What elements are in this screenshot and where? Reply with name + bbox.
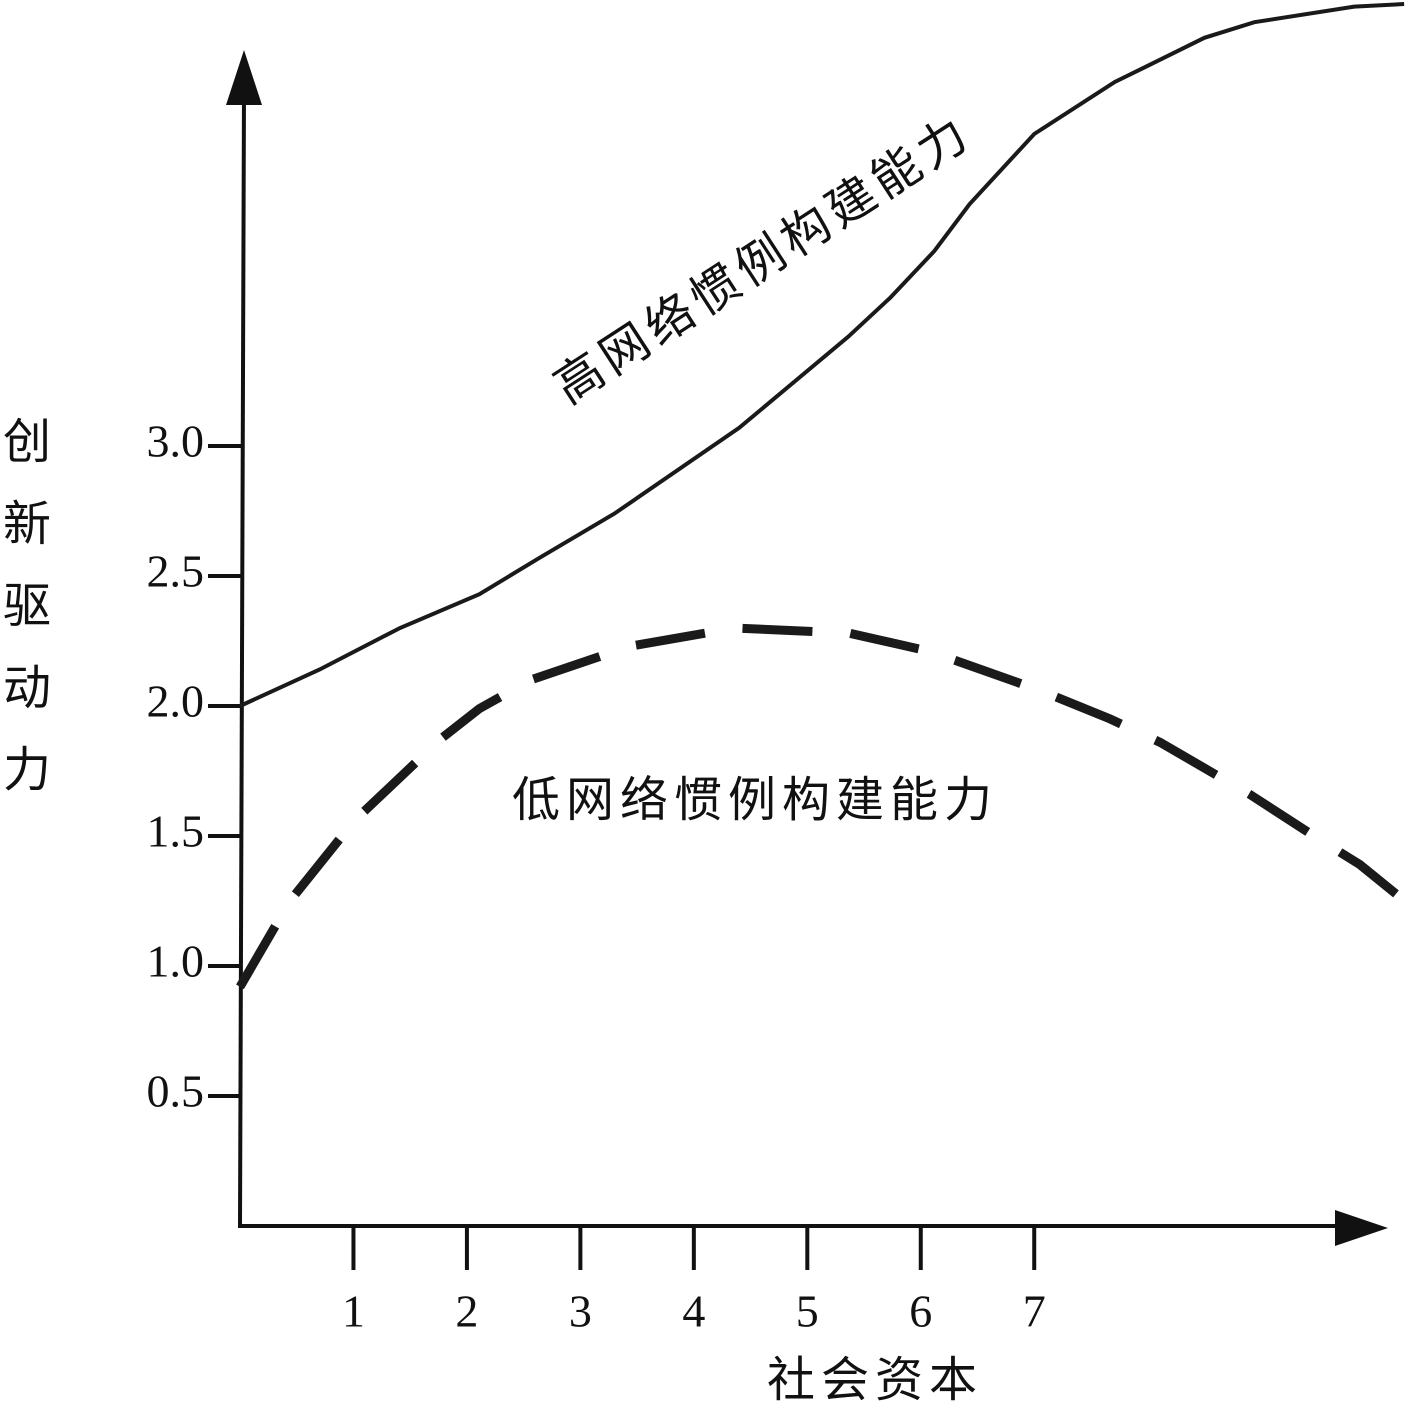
x-tick-label: 6: [909, 1286, 932, 1337]
y-tick-label: 1.0: [147, 936, 205, 987]
y-axis-label: 创新驱动力: [3, 414, 57, 798]
dashed-line: [236, 623, 1418, 990]
x-tick-label: 2: [455, 1286, 478, 1337]
x-axis-arrow: [1335, 1210, 1388, 1246]
x-axis-label: 社会资本: [767, 1352, 983, 1408]
y-tick-label: 0.5: [147, 1066, 205, 1117]
x-tick-label: 7: [1023, 1286, 1046, 1337]
y-tick-label: 2.0: [147, 676, 205, 727]
x-tick-label: 3: [569, 1286, 592, 1337]
x-tick-label: 1: [342, 1286, 365, 1337]
y-axis-arrow: [226, 50, 262, 105]
y-tick-label: 2.5: [147, 546, 205, 597]
annotation: 高网络惯例构建能力: [544, 104, 982, 416]
y-tick-label: 1.5: [147, 806, 205, 857]
line: [239, 2, 1405, 708]
y-axis: [238, 89, 246, 1227]
annotation: 低网络惯例构建能力: [512, 772, 998, 828]
x-tick-label: 5: [796, 1286, 819, 1337]
x-tick-label: 4: [682, 1286, 705, 1337]
y-tick-label: 3.0: [147, 416, 205, 467]
